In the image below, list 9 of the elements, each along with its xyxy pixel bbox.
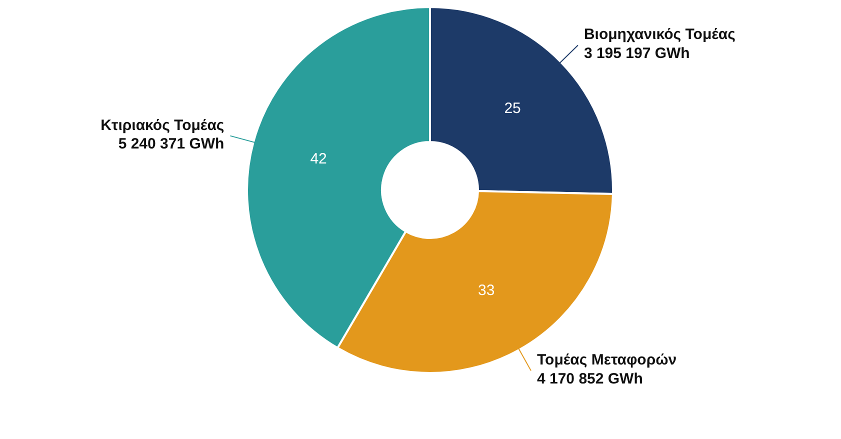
slice-label: Τομέας Μεταφορών bbox=[536, 352, 677, 369]
text: 42 bbox=[310, 150, 327, 168]
data-label: 4 170 852 GWh bbox=[536, 370, 643, 388]
slice-label: Κτιριακός Τομέας bbox=[100, 116, 224, 134]
data-label: 3 195 197 GWh bbox=[584, 44, 690, 62]
data-label: 5 240 371 GWh bbox=[118, 136, 224, 153]
text: 33 bbox=[478, 282, 495, 299]
slice-label: Βιομηχανικός Τομέας bbox=[584, 26, 736, 44]
text: 25 bbox=[504, 100, 521, 118]
